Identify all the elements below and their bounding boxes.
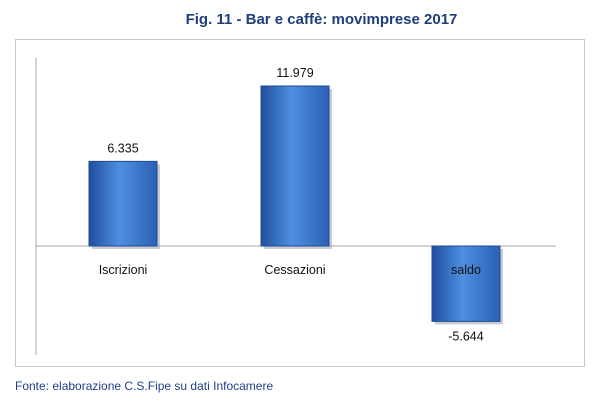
bar-saldo: [431, 245, 501, 322]
value-label-1: 11.979: [276, 66, 313, 80]
category-label-2: saldo: [451, 263, 481, 277]
value-label-0: 6.335: [107, 141, 138, 155]
value-label-2: -5.644: [448, 329, 483, 343]
chart-title: Fig. 11 - Bar e caffè: movimprese 2017: [185, 11, 458, 28]
category-label-0: Iscrizioni: [99, 263, 148, 277]
bar-iscrizioni: [88, 160, 158, 247]
category-label-1: Cessazioni: [264, 263, 325, 277]
source-note: Fonte: elaborazione C.S.Fipe su dati Inf…: [15, 379, 274, 393]
bar-cessazioni: [260, 85, 330, 247]
